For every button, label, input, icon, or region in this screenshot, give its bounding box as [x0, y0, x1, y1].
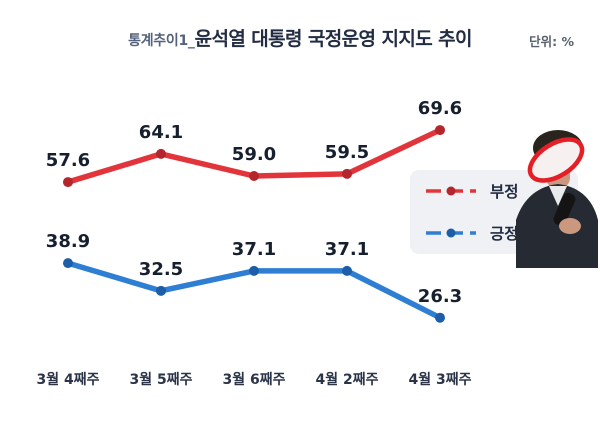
value-label: 38.9 — [45, 231, 91, 253]
data-point — [156, 148, 166, 159]
x-axis-label: 3월 6째주 — [222, 372, 286, 388]
data-point — [63, 177, 73, 188]
data-point — [342, 168, 352, 179]
data-point — [156, 285, 166, 296]
legend-line-icon — [426, 186, 476, 196]
title-main: 윤석열 대통령 국정운영 지지도 추이 — [194, 28, 473, 50]
value-label: 64.1 — [138, 121, 184, 143]
suit-shape — [516, 184, 598, 268]
microphone-icon — [553, 192, 576, 226]
speaker-illustration — [516, 130, 598, 268]
legend-item-negative: 부정 — [410, 170, 578, 212]
data-point — [435, 312, 445, 323]
data-point — [249, 265, 259, 276]
x-axis-label: 3월 4째주 — [36, 372, 100, 388]
face-censor-oval — [527, 137, 585, 183]
data-point — [435, 125, 445, 136]
value-label: 37.1 — [324, 238, 370, 260]
unit-label: 단위: % — [529, 34, 574, 49]
value-label: 32.5 — [138, 258, 184, 280]
value-label: 59.0 — [231, 144, 277, 165]
page-title: 통계추이1_윤석열 대통령 국정운영 지지도 추이 — [0, 24, 600, 51]
value-label: 69.6 — [417, 98, 463, 120]
data-point — [249, 171, 259, 181]
data-point — [63, 258, 73, 269]
x-axis-label: 3월 5째주 — [129, 372, 193, 388]
legend-item-positive: 긍정 — [410, 212, 578, 254]
legend-line-icon — [426, 228, 476, 238]
x-axis-label: 4월 2째주 — [315, 372, 379, 388]
value-label: 59.5 — [324, 141, 370, 163]
x-axis-label: 4월 3째주 — [408, 372, 472, 388]
title-prefix: 통계추이1_ — [128, 33, 195, 49]
person-photo — [514, 126, 600, 268]
value-label: 26.3 — [417, 285, 463, 307]
value-label: 57.6 — [45, 150, 91, 172]
legend-label-positive: 긍정 — [490, 225, 519, 243]
data-point — [342, 265, 352, 276]
legend-label-negative: 부정 — [490, 183, 519, 201]
shirt-shape — [549, 186, 567, 206]
value-label: 37.1 — [231, 238, 277, 260]
hand-shape — [559, 218, 581, 234]
